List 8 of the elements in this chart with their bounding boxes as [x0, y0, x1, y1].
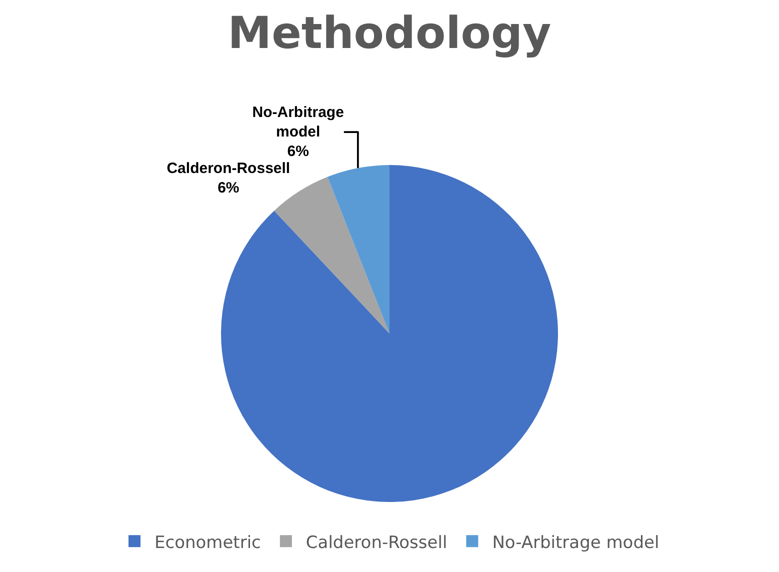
pie-slice	[327, 165, 390, 334]
legend-label: Calderon-Rossell	[306, 532, 448, 553]
legend-label: No-Arbitrage model	[492, 532, 660, 553]
legend-label: Econometric	[154, 532, 261, 553]
data-label: Calderon-Rossell 6%	[166, 160, 290, 197]
chart-title: Methodology	[228, 8, 552, 59]
data-label: No-Arbitrage model 6%	[252, 104, 344, 160]
pie-slice	[274, 176, 390, 334]
